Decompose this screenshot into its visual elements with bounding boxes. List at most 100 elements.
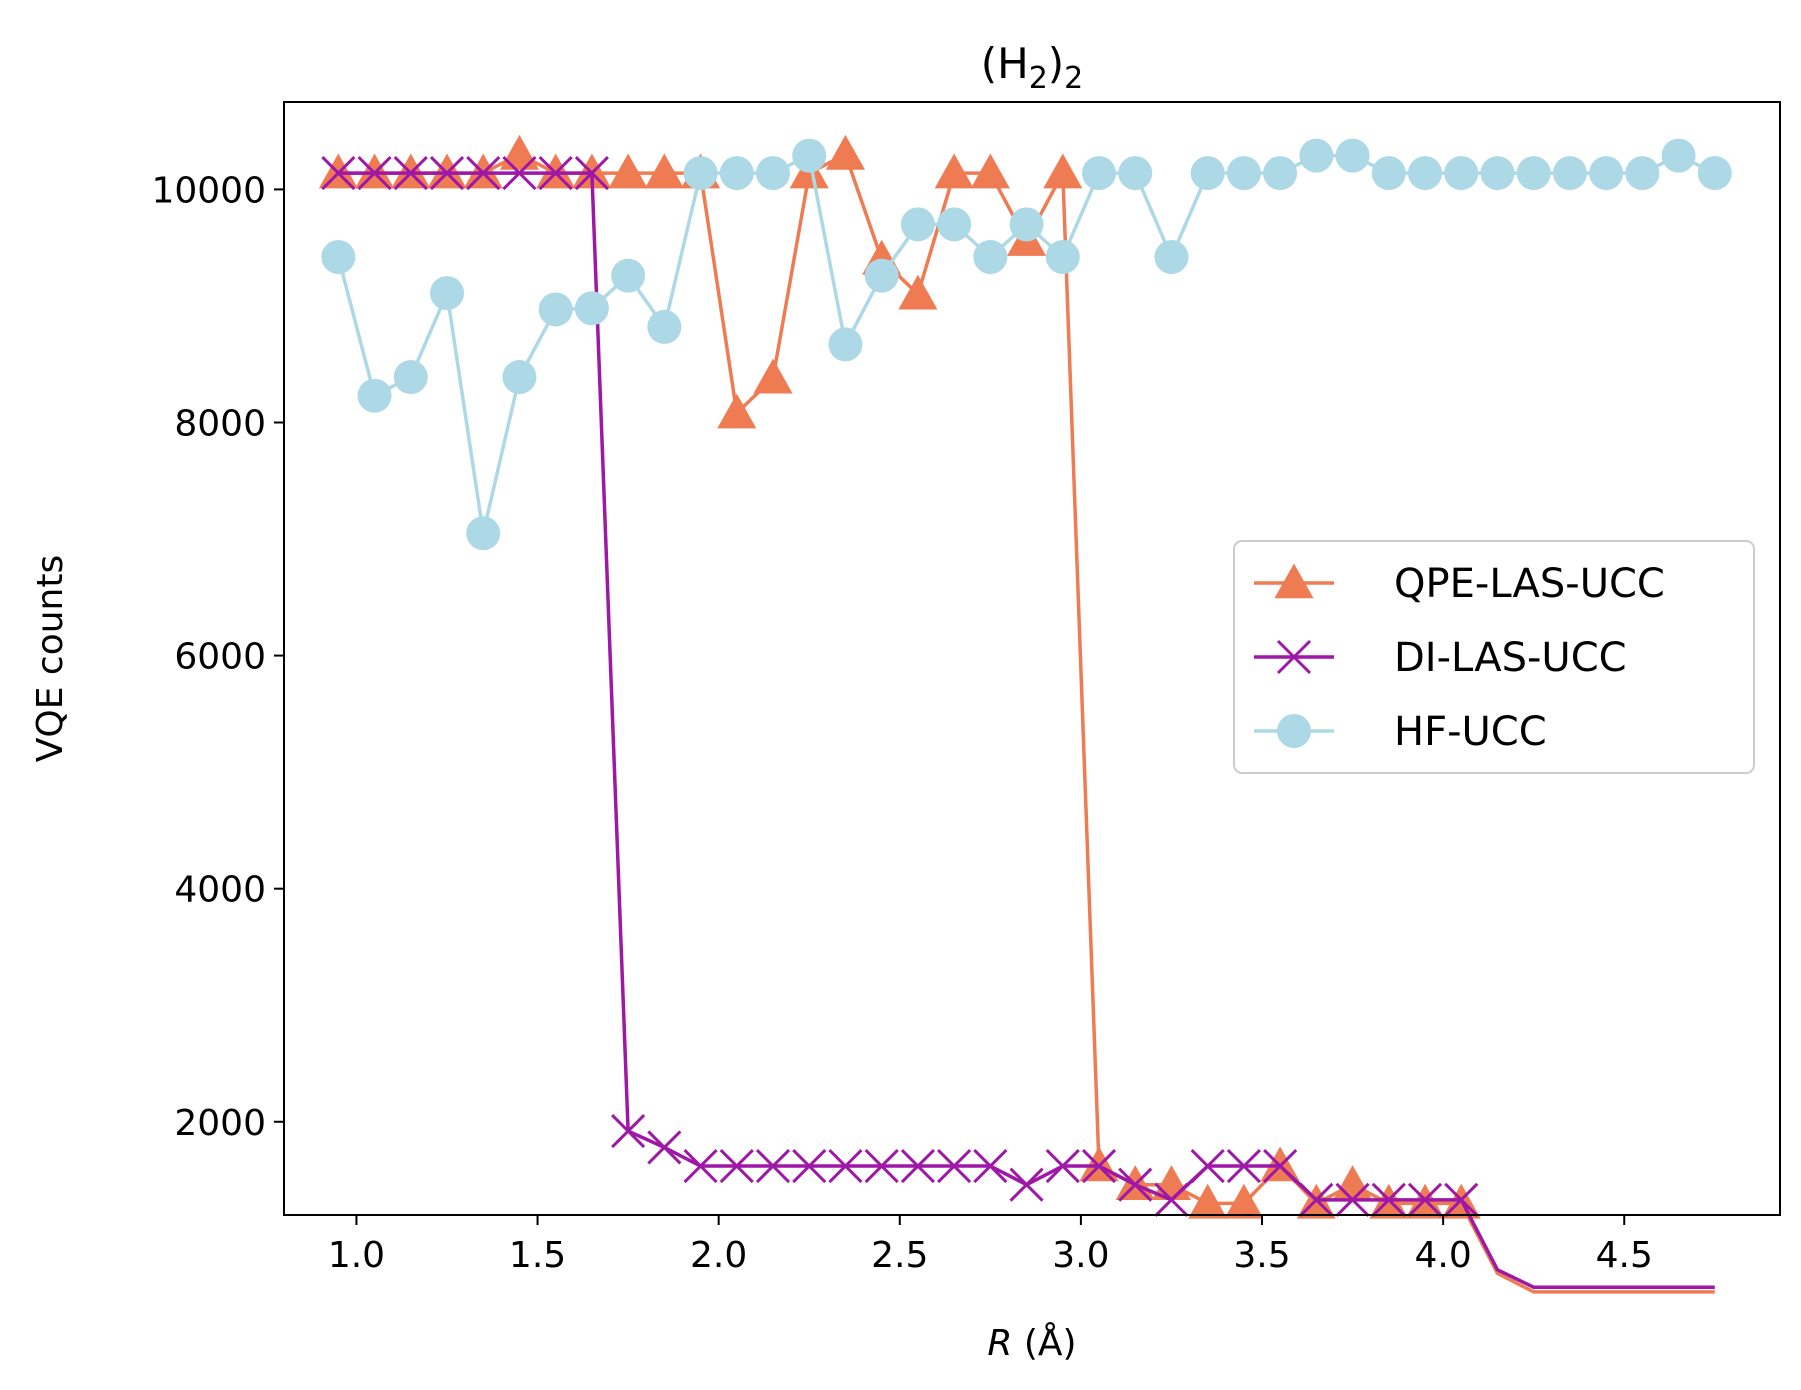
data-point	[864, 1148, 899, 1184]
data-point	[393, 360, 428, 395]
x-tick-label: 1.0	[328, 1235, 385, 1276]
data-point	[1697, 156, 1732, 191]
x-tick-label: 3.5	[1233, 1235, 1290, 1276]
data-point	[1043, 153, 1083, 189]
data-point	[1335, 1182, 1370, 1217]
chart-title: (H2)2	[981, 39, 1084, 96]
x-axis: 1.0 1.5 2.0 2.5 3.0 3.5 4.0 4.5	[328, 1215, 1653, 1276]
data-point	[683, 1148, 718, 1184]
data-point	[318, 153, 358, 189]
x-tick-label: 4.5	[1596, 1235, 1653, 1276]
data-point	[934, 153, 974, 189]
data-point	[357, 378, 392, 413]
data-point	[792, 1148, 827, 1184]
y-tick-label: 6000	[174, 637, 266, 678]
data-point	[1407, 1182, 1443, 1217]
data-point	[1082, 156, 1117, 191]
data-point	[1081, 1148, 1117, 1184]
x-axis-label-var: R	[987, 1323, 1012, 1364]
plot-area	[318, 134, 1732, 1294]
y-tick-label: 10000	[151, 170, 266, 211]
data-point	[611, 1114, 646, 1149]
data-point	[611, 258, 646, 293]
data-point	[719, 156, 754, 191]
data-point	[466, 156, 501, 191]
x-tick-label: 3.0	[1052, 1235, 1109, 1276]
data-point	[538, 156, 573, 191]
data-point	[647, 1130, 682, 1165]
data-point	[1190, 156, 1225, 191]
title-base: (H	[981, 39, 1029, 88]
data-point	[1444, 156, 1479, 191]
series-HF-UCC	[321, 138, 1732, 551]
data-point	[937, 1148, 972, 1184]
legend: QPE-LAS-UCC DI-LAS-UCC HF-UCC	[1233, 540, 1755, 774]
x-axis-label: R (Å)	[987, 1321, 1076, 1364]
legend-label: QPE-LAS-UCC	[1394, 561, 1665, 607]
legend-label: HF-UCC	[1394, 709, 1547, 755]
data-point	[973, 240, 1008, 275]
data-point	[502, 156, 537, 191]
y-tick-label: 8000	[174, 403, 266, 444]
data-point	[973, 1148, 1008, 1184]
data-point	[753, 358, 793, 394]
x-axis-label-unit: (Å)	[1012, 1321, 1076, 1364]
x-tick-label: 2.0	[690, 1235, 747, 1276]
data-point	[970, 153, 1010, 189]
data-point	[1260, 1146, 1300, 1182]
data-point	[900, 1148, 935, 1184]
y-tick-label: 4000	[174, 870, 266, 911]
y-axis: 2000 4000 6000 8000 10000	[151, 170, 284, 1144]
data-point	[608, 153, 648, 189]
legend-item: HF-UCC	[1254, 709, 1547, 755]
x-tick-label: 1.5	[509, 1235, 566, 1276]
title-mid: )	[1048, 39, 1064, 88]
data-point	[1516, 156, 1551, 191]
legend-marker	[1274, 563, 1314, 599]
data-point	[755, 1148, 791, 1184]
data-point	[1552, 156, 1587, 191]
title-subscript-2: 2	[1064, 61, 1083, 96]
legend-item: QPE-LAS-UCC	[1254, 561, 1665, 607]
data-point	[391, 153, 431, 189]
data-point	[1589, 156, 1624, 191]
data-point	[647, 309, 682, 344]
legend-marker	[1276, 639, 1312, 675]
data-point	[357, 156, 392, 191]
data-point	[1371, 156, 1406, 191]
data-point	[430, 276, 465, 311]
data-point	[1115, 1165, 1155, 1200]
x-tick-label: 2.5	[871, 1235, 928, 1276]
data-point	[1154, 1182, 1189, 1217]
data-point	[864, 258, 899, 293]
data-point	[1408, 156, 1443, 191]
data-point	[1226, 156, 1261, 191]
series-DI-LAS-UCC	[321, 156, 1715, 1290]
data-point	[1371, 1182, 1406, 1217]
data-point	[900, 207, 935, 242]
data-point	[1190, 1148, 1225, 1184]
x-tick-label: 4.0	[1414, 1235, 1471, 1276]
data-point	[572, 153, 612, 189]
title-subscript-1: 2	[1029, 61, 1048, 96]
data-point	[1045, 1148, 1080, 1184]
data-point	[1625, 156, 1660, 191]
data-point	[1118, 1167, 1153, 1202]
legend-box	[1233, 540, 1755, 774]
data-point	[1335, 138, 1370, 173]
data-point	[1480, 156, 1515, 191]
data-point	[828, 327, 863, 362]
data-point	[1224, 1183, 1264, 1219]
data-point	[538, 292, 573, 327]
data-point	[1118, 156, 1153, 191]
data-point	[1009, 207, 1044, 242]
data-point	[898, 274, 938, 310]
data-point	[1263, 156, 1298, 191]
y-axis-label: VQE counts	[30, 555, 71, 762]
data-point	[828, 1148, 863, 1184]
data-point	[1299, 138, 1334, 173]
data-point	[427, 153, 467, 189]
legend-marker	[1277, 714, 1311, 748]
data-point	[1045, 240, 1080, 275]
